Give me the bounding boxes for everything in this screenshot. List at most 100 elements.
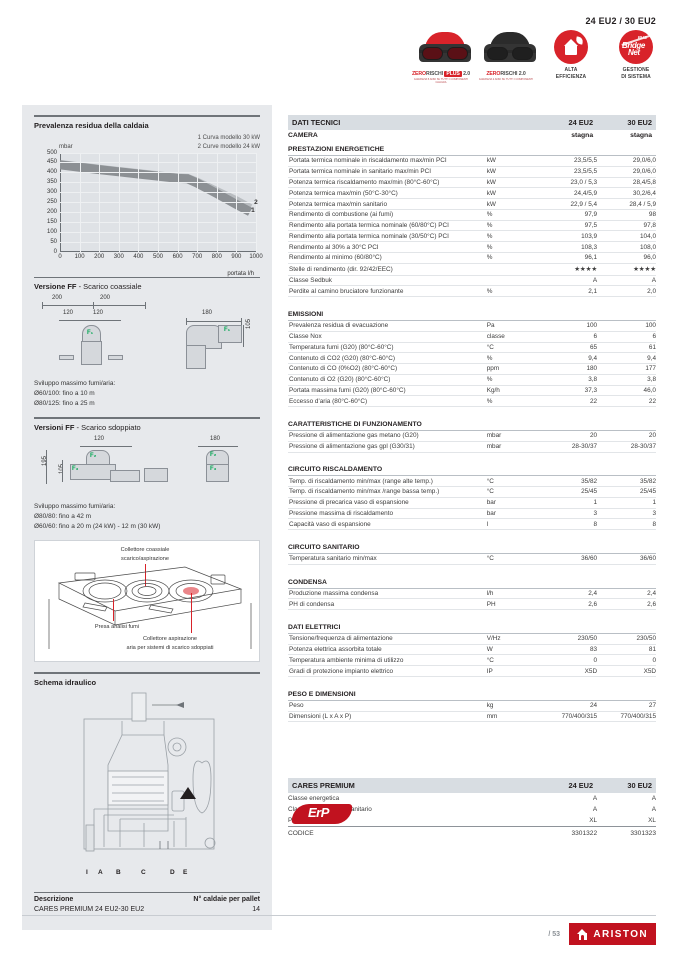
tech-row-unit: % xyxy=(486,241,539,254)
tech-section-header: CONDENSA xyxy=(288,576,656,589)
dim-line-105-sd xyxy=(62,459,63,482)
tech-row-unit: classe xyxy=(486,331,539,343)
tech-row-value-24: 770/400/315 xyxy=(538,711,598,723)
tech-row-value-30: 3,8 xyxy=(597,374,656,386)
tech-header-title: DATI TECNICI xyxy=(288,115,487,130)
bridgenet-word1: Bridge xyxy=(622,41,645,50)
tech-row-value-30: 100 xyxy=(597,320,656,332)
descrizione-pallet-count: 14 xyxy=(252,905,260,913)
tech-table-row: Classe Nox classe 6 6 xyxy=(288,331,656,343)
manifold-caption-bottom-l1: Collettore aspirazione xyxy=(142,636,198,643)
tech-table-row: Rendimento alla portata termica nominale… xyxy=(288,220,656,232)
tech-row-unit: kW xyxy=(486,198,539,210)
chart-top-rule xyxy=(34,115,260,117)
tech-row-label: Potenza termica max/min (50°C-30°C) xyxy=(288,187,487,200)
tech-row-value-30: 22 xyxy=(597,395,656,408)
tech-row-value-24: 2,1 xyxy=(538,285,598,298)
tech-row-unit: °C xyxy=(486,654,539,667)
tech-table-row: Pressione di alimentazione gas gpl (G30/… xyxy=(288,441,656,453)
chart-xtick: 300 xyxy=(113,253,124,260)
sd-out xyxy=(110,469,140,482)
tech-row-unit: bar xyxy=(486,508,539,520)
dim-line-120-sd xyxy=(80,445,132,447)
tech-table-row: Contenuto di O2 (G20) (80°C-60°C)% 3,8 3,8 xyxy=(288,374,656,386)
tech-row-label: Pressione di precarica vaso di espansion… xyxy=(288,497,487,509)
cares-row-value-30: XL xyxy=(648,817,656,824)
ff-sdoppiato-note-title: Sviluppo massimo fumi/aria: xyxy=(34,502,116,510)
bridgenet-word2: Net xyxy=(628,48,640,57)
ff-coassiale-title: Versione FF - Scarico coassiale xyxy=(34,282,260,291)
ariston-house-icon xyxy=(577,928,588,940)
camera-unit xyxy=(487,130,539,144)
tech-row-unit: bar xyxy=(486,497,539,509)
tech-row-unit: l xyxy=(486,518,539,531)
f1-tag-left: F₁ xyxy=(87,330,94,337)
tech-table-row: Portata massima fumi (G20) (80°C-60°C) Kg… xyxy=(288,385,656,397)
cares-row-value-24: XL xyxy=(589,817,598,824)
f2-tag-b: F₂ xyxy=(210,451,217,458)
tech-table-row: Rendimento al 30% a 30°C PCI% 108,3 108,0 xyxy=(288,241,656,254)
chart-ytick: 250 xyxy=(46,199,57,206)
cares-codice-30: 3301323 xyxy=(597,826,656,839)
tech-section-title: CONDENSA xyxy=(288,576,656,589)
tech-row-value-24: 180 xyxy=(538,363,598,375)
dim-tick-d xyxy=(186,318,187,326)
f3-tag-b: F₃ xyxy=(210,465,217,472)
tech-row-label: Temp. di riscaldamento min/max (range al… xyxy=(288,475,487,488)
manifold-photo-section: Collettore coassiale scarico/aspirazione xyxy=(22,540,272,663)
tech-table-row: Dimensioni (L x A x P) mm 770/400/315 770/4… xyxy=(288,711,656,723)
port-label-I: I xyxy=(86,868,88,876)
tech-row-value-24: 28-30/37 xyxy=(538,441,598,453)
tech-row-value-30: 28,4 / 5,9 xyxy=(597,198,656,210)
chart-ytick: 200 xyxy=(46,208,57,215)
zerorischi-plus-badge: ZERORISCHI PLUS 2.0 GARANZIA 5 ANNI SU T… xyxy=(412,30,471,85)
tech-row-value-30: 108,0 xyxy=(597,241,656,254)
tech-row-label: Contenuto di CO (0%O2) (80°C-60°C) xyxy=(288,363,487,375)
tech-row-unit: kW xyxy=(486,166,539,178)
tech-row-value-30: 2,0 xyxy=(597,285,656,298)
tech-row-label: Temperatura sanitario min/max xyxy=(288,553,487,565)
alta-efficienza-line2: EFFICIENZA xyxy=(555,74,587,81)
tech-section-header: PESO E DIMENSIONI xyxy=(288,688,656,701)
ff-coassiale-notes: Sviluppo massimo fumi/aria: Ø60/100: fin… xyxy=(34,379,260,409)
tech-row-label: Rendimento di combustione (ai fumi) xyxy=(288,209,487,221)
tech-row-unit: % xyxy=(486,209,539,221)
tech-row-label: Pressione massima di riscaldamento xyxy=(288,508,487,520)
zr-rischi: RISCHI xyxy=(426,71,443,77)
zr-plus: PLUS xyxy=(444,71,462,77)
port-label-B: B xyxy=(116,868,121,876)
tech-row-unit: kW xyxy=(486,177,539,189)
cares-row-value-24: A xyxy=(592,806,598,813)
tech-row-label: Classe Sedbuk xyxy=(288,275,487,287)
arrow-aspirazione xyxy=(191,593,192,634)
tech-table-row: Pressione di precarica vaso di espansion… xyxy=(288,497,656,509)
tech-row-unit: °C xyxy=(486,342,539,354)
tech-row-value-24: 83 xyxy=(538,644,598,656)
tech-row-value-24: X5D xyxy=(538,665,598,678)
tech-row-value-30: 1 xyxy=(597,497,656,509)
tech-row-value-30: 770/400/315 xyxy=(597,711,656,723)
tech-table-row: Stelle di rendimento (dir. 92/42/EEC) ★★★… xyxy=(288,263,656,276)
tech-row-value-30: 29,0/6,0 xyxy=(597,155,656,167)
manifold-caption-top: Collettore coassiale scarico/aspirazione xyxy=(75,546,215,563)
tech-row-value-24: 65 xyxy=(538,342,598,354)
tech-row-value-24: 9,4 xyxy=(538,352,598,365)
tech-row-label: Contenuto di O2 (G20) (80°C-60°C) xyxy=(288,374,487,386)
port-label-C: C xyxy=(141,868,146,876)
bridgenet-line1: GESTIONE xyxy=(622,67,650,73)
cares-codice-24: 3301322 xyxy=(538,826,598,839)
zerorischi-plus-label: ZERORISCHI PLUS 2.0 xyxy=(412,71,470,77)
section-schema-idraulico: Schema idraulico xyxy=(22,672,272,886)
tech-row-label: Capacità vaso di espansione xyxy=(288,518,487,531)
dim-tick-c xyxy=(145,302,146,310)
tech-row-unit: W xyxy=(486,644,539,656)
tech-row-unit: V/Hz xyxy=(486,633,539,645)
tech-row-value-24: A xyxy=(538,275,598,287)
tech-section-header: CIRCUITO RISCALDAMENTO xyxy=(288,464,656,477)
descrizione-table: Descrizione N° caldaie per pallet CARES … xyxy=(22,891,272,913)
tech-row-label: Prevalenza residua di evacuazione xyxy=(288,320,487,332)
dim-line-105 xyxy=(243,325,244,348)
tech-row-value-30: 230/50 xyxy=(597,633,656,645)
dim-tick-a xyxy=(42,302,43,310)
tech-row-value-30: A xyxy=(597,275,656,287)
